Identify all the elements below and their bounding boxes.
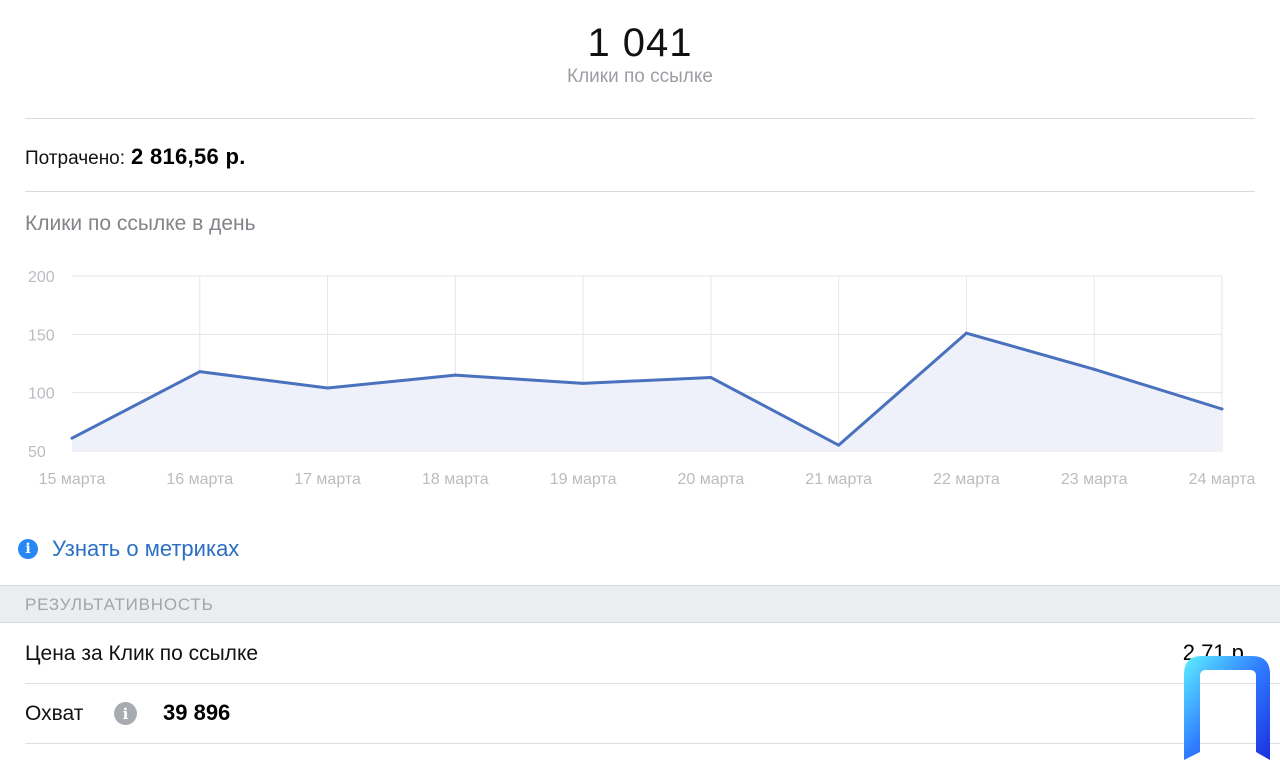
data-point [453, 373, 457, 377]
x-tick-label: 19 марта [550, 471, 617, 488]
y-tick-label: 50 [28, 444, 46, 461]
link-clicks-label: Клики по ссылке [567, 66, 713, 87]
clicks-per-day-chart: 200 150 100 50 15 марта 16 марта 17 марта 18 ма… [28, 269, 1256, 488]
x-tick-label: 23 марта [1061, 471, 1128, 488]
data-point [1220, 407, 1224, 411]
y-tick-label: 200 [28, 269, 55, 286]
summary-block: 1 041 Клики по ссылке [0, 18, 1280, 88]
y-tick-label: 150 [28, 327, 55, 344]
link-clicks-total: 1 041 [587, 21, 693, 65]
x-tick-label: 16 марта [166, 471, 233, 488]
data-point [198, 370, 202, 374]
spent-label: Потрачено: [25, 148, 126, 169]
info-icon: i [18, 539, 38, 559]
data-point [1092, 367, 1096, 371]
metric-label: Цена за Клик по ссылке [25, 642, 259, 665]
learn-metrics-link[interactable]: i Узнать о метриках [18, 536, 239, 562]
chart-title: Клики по ссылке в день [25, 212, 256, 235]
data-point [837, 443, 841, 447]
x-tick-label: 20 марта [678, 471, 745, 488]
data-point [70, 436, 74, 440]
x-tick-label: 24 марта [1189, 471, 1256, 488]
x-tick-label: 17 марта [294, 471, 361, 488]
series-area [72, 333, 1222, 451]
info-icon[interactable]: i [114, 702, 137, 725]
section-header: РЕЗУЛЬТАТИВНОСТЬ [0, 585, 1280, 623]
data-point [581, 381, 585, 385]
data-point [326, 386, 330, 390]
spent-value: 2 816,56 р. [131, 144, 246, 169]
series-line [71, 331, 1223, 447]
y-tick-label: 100 [28, 386, 55, 403]
x-tick-label: 22 марта [933, 471, 1000, 488]
data-point [709, 376, 713, 379]
data-point [964, 331, 968, 335]
row-divider [25, 743, 1280, 744]
x-tick-label: 15 марта [39, 471, 106, 488]
x-tick-label: 21 марта [805, 471, 872, 488]
x-tick-label: 18 марта [422, 471, 489, 488]
divider [25, 118, 1255, 119]
spent-row: Потрачено: 2 816,56 р. [25, 144, 246, 176]
metric-label: Охват [25, 702, 84, 725]
learn-metrics-label: Узнать о метриках [52, 536, 240, 561]
brand-logo-watermark [1184, 656, 1270, 760]
row-divider [25, 683, 1280, 684]
metric-value: 39 896 [163, 700, 231, 725]
section-title: РЕЗУЛЬТАТИВНОСТЬ [25, 595, 214, 614]
metric-row-cost-per-click[interactable]: Цена за Клик по ссылке 2,71 р. [0, 624, 1280, 684]
metric-row-reach[interactable]: Охват i 39 896 [0, 684, 1280, 744]
divider [25, 191, 1255, 192]
